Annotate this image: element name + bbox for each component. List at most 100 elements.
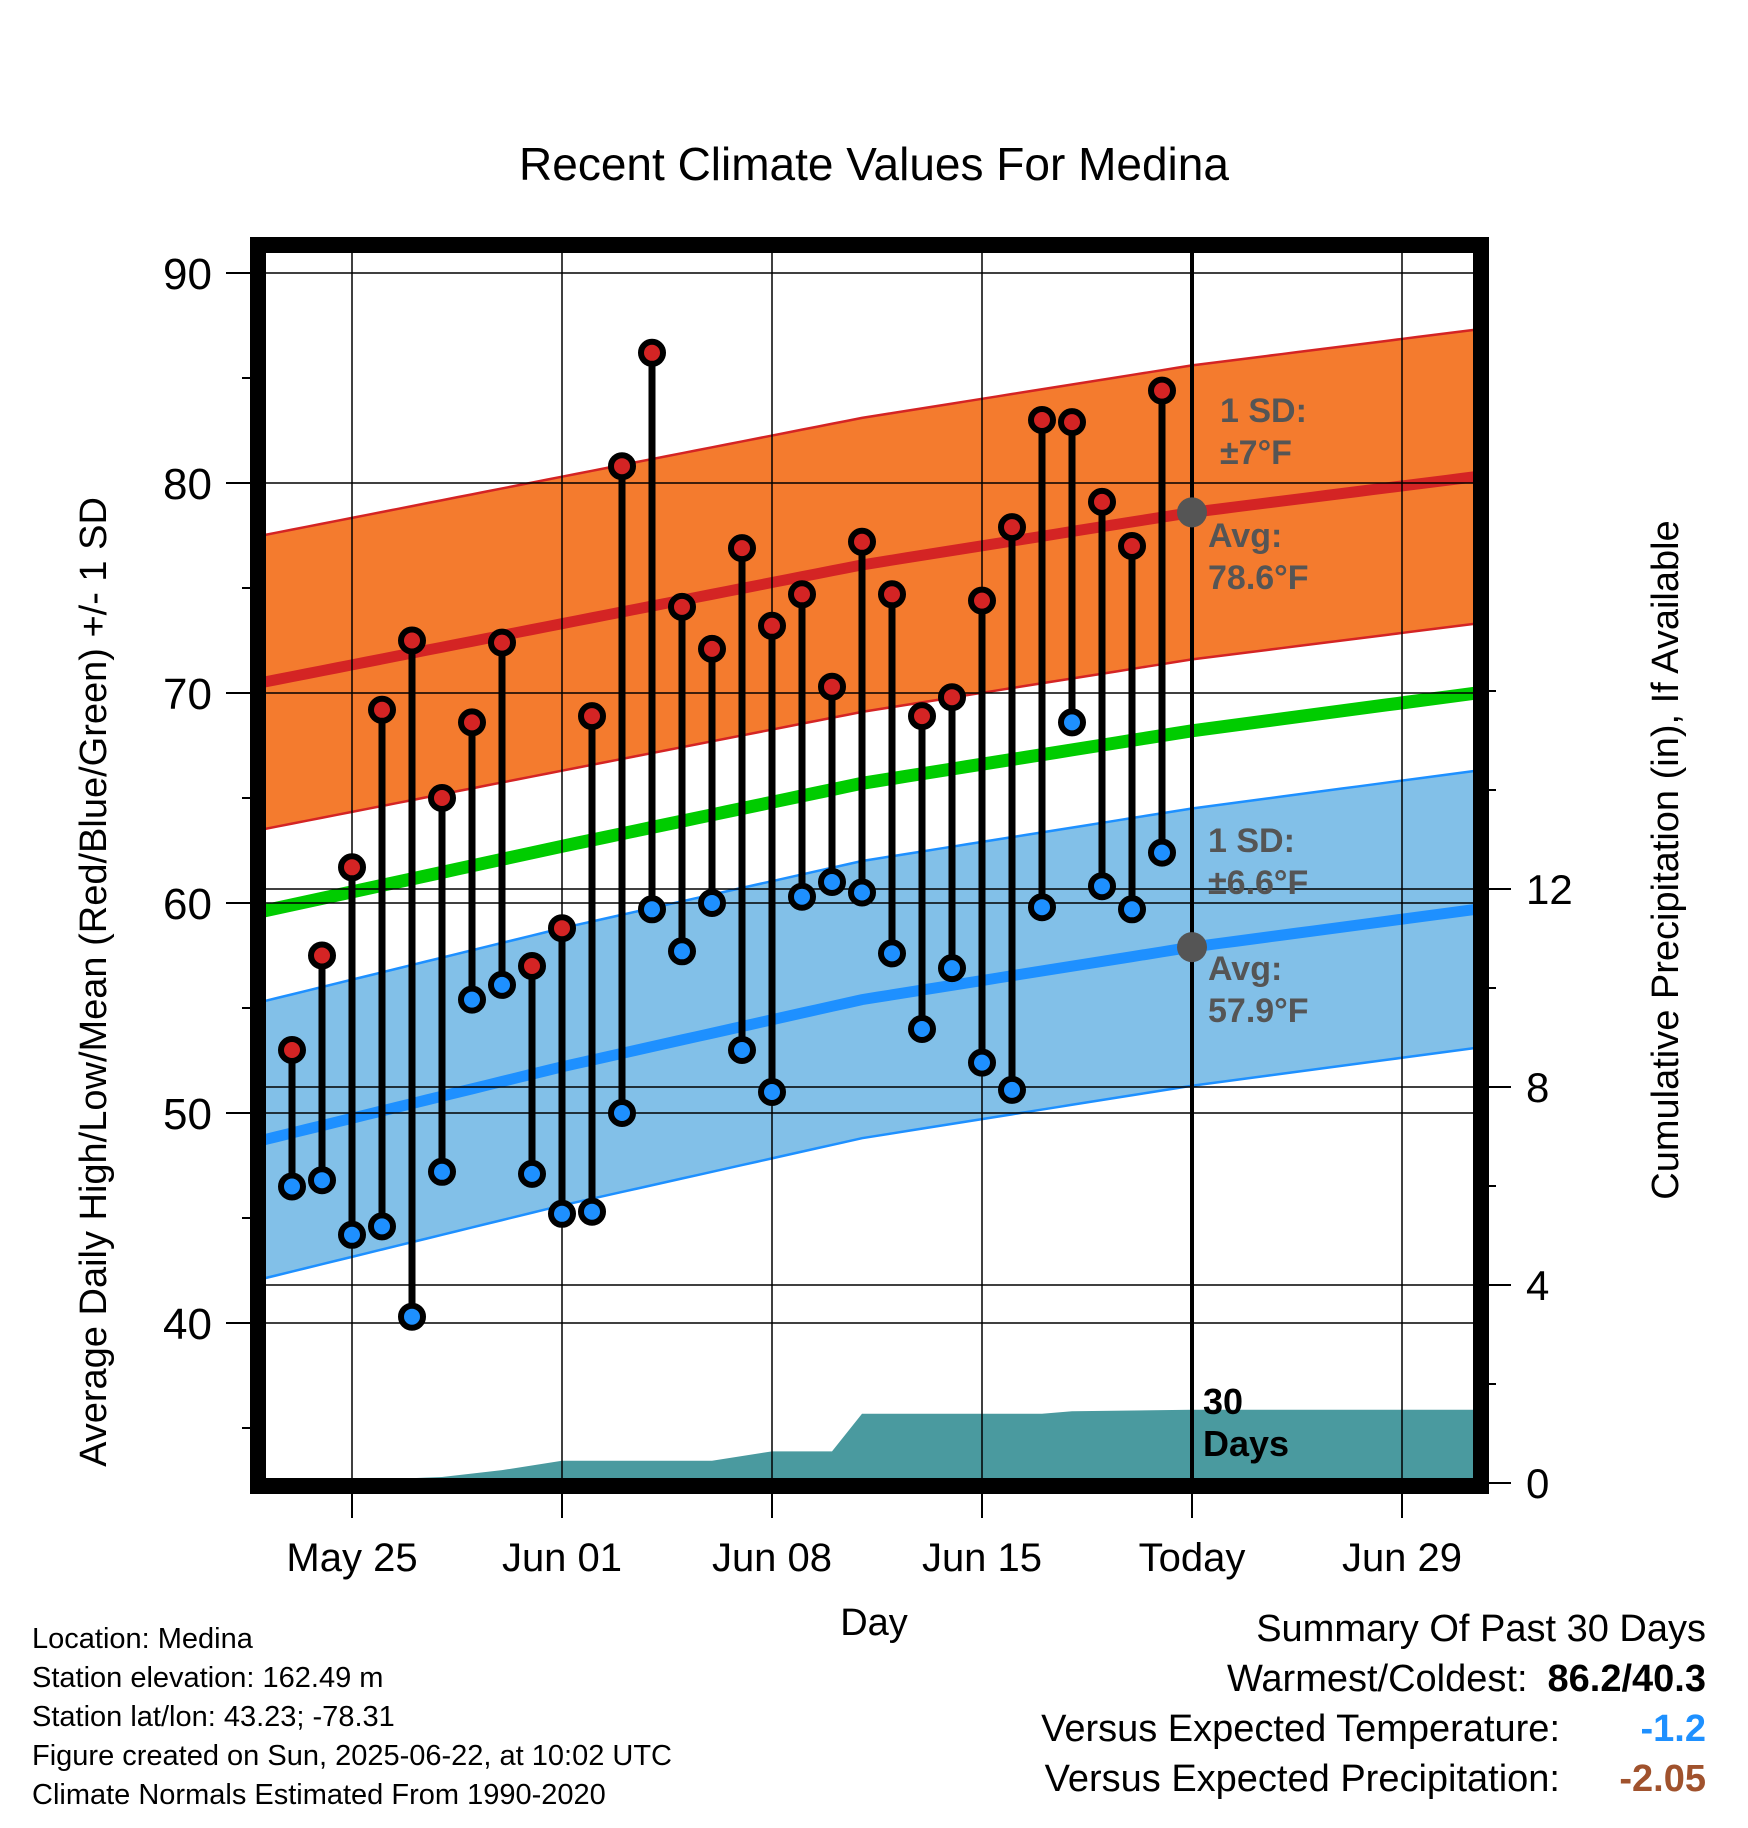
daily-low-point [638,895,666,924]
high-sd-band-upper-edge [261,327,1481,537]
daily-high-point [848,527,876,556]
daily-high-point [698,634,726,663]
daily-low-point [668,937,696,966]
daily-high-point [518,952,546,980]
daily-low-point [578,1197,606,1226]
low-avg-annotation-line: 57.9°F [1208,992,1309,1030]
daily-high-point [428,784,456,812]
y-left-tick-label: 50 [163,1090,212,1139]
plot-area: 1 SD: ±7°F Avg: 78.6°F 1 SD: ±6.6°F Avg: 57.9°F… [163,237,1573,1580]
daily-low-point [1118,895,1146,924]
low-sd-annotation-line: ±6.6°F [1208,864,1308,902]
normal-low-line [260,903,1481,1146]
normals-period: Climate Normals Estimated From 1990-2020 [32,1779,606,1811]
chart-title: Recent Climate Values For Medina [519,138,1229,190]
daily-low-point [1148,838,1176,867]
daily-high-point [608,452,636,481]
normal-mean-line [260,685,1481,918]
summary-panel: Summary Of Past 30 Days Warmest/Coldest:… [1041,1604,1706,1804]
daily-low-point [728,1036,756,1064]
low-sd-band-upper-edge [261,768,1481,1003]
station-latlon: Station lat/lon: 43.23; -78.31 [32,1701,395,1733]
daily-low-point [488,970,516,999]
daily-low-point [998,1075,1026,1104]
precip-area [262,1409,1481,1483]
plot-frame [250,237,1489,1494]
daily-low-point [518,1159,546,1188]
daily-high-point [308,941,336,970]
normal-high-line [260,470,1481,688]
daily-high-point [758,611,786,640]
precip-anomaly-value: -2.05 [1619,1758,1706,1800]
daily-low-point [878,939,906,968]
y-right-tick-label: 4 [1526,1262,1549,1309]
daily-high-point [998,513,1026,542]
y-right-tick-label: 12 [1526,866,1573,913]
daily-high-point [1028,406,1056,434]
daily-high-point [548,914,576,943]
daily-high-point [908,702,936,731]
daily-low-point [548,1199,576,1228]
daily-low-point [308,1166,336,1195]
high-sd-band-fill [262,328,1481,830]
high-sd-annotation-line: 1 SD: [1220,392,1307,430]
daily-low-point [278,1172,306,1201]
summary-title: Summary Of Past 30 Days [1256,1608,1706,1650]
daily-low-point [908,1015,936,1043]
daily-low-point [608,1099,636,1127]
temp-anomaly-label: Versus Expected Temperature: [1041,1708,1560,1750]
summary-temp-anomaly: Versus Expected Temperature: -1.2 [1041,1704,1706,1754]
daily-low-point [368,1212,396,1241]
daily-high-point [938,683,966,712]
station-info: Location: Medina Station elevation: 162.… [32,1620,672,1815]
low-sd-annotation: 1 SD: ±6.6°F [1208,822,1308,902]
daily-high-point [458,708,486,737]
y-left-tick-label: 60 [163,880,212,929]
daily-low-point [398,1302,426,1331]
daily-high-point [278,1036,306,1064]
daily-low-point [848,878,876,907]
station-elevation: Station elevation: 162.49 m [32,1662,384,1694]
today-high-avg-marker [1177,497,1207,528]
daily-high-point [1088,487,1116,516]
x-tick-label: Today [1139,1536,1246,1580]
today-low-avg-marker [1177,932,1207,963]
y-left-tick-label: 40 [163,1300,212,1349]
y-left-tick-label: 70 [163,670,212,719]
daily-low-point [938,954,966,983]
y-axis-left-label: Average Daily High/Low/Mean (Red/Blue/Gr… [73,497,115,1467]
low-sd-annotation-line: 1 SD: [1208,822,1295,860]
daily-high-point [578,702,606,731]
x-tick-label: Jun 08 [712,1536,832,1580]
daily-low-point [1028,893,1056,922]
today-days-annotation: 30 Days [1203,1381,1289,1464]
high-avg-annotation-line: 78.6°F [1208,559,1309,597]
daily-high-point [488,628,516,657]
high-sd-annotation: 1 SD: ±7°F [1220,392,1307,472]
daily-high-point [1118,532,1146,560]
daily-high-point [818,672,846,701]
temp-anomaly-value: -1.2 [1640,1708,1706,1750]
y-axis-right-label: Cumulative Precipitation (in), If Availa… [1645,520,1687,1199]
daily-low-point [968,1048,996,1077]
x-tick-label: Jun 01 [502,1536,622,1580]
daily-high-point [338,853,366,882]
x-tick-label: May 25 [286,1536,417,1580]
low-sd-band-lower-edge [261,1046,1481,1281]
low-avg-annotation: Avg: 57.9°F [1208,950,1309,1030]
warmest-coldest-label: Warmest/Coldest: [1226,1658,1528,1700]
daily-low-point [338,1220,366,1249]
daily-low-point [818,868,846,896]
station-location: Location: Medina [32,1623,253,1655]
y-right-tick-label: 0 [1526,1460,1549,1507]
daily-high-point [728,534,756,563]
y-right-tick-label: 8 [1526,1064,1549,1111]
daily-low-point [458,985,486,1014]
daily-high-point [668,592,696,621]
plot-inner [258,245,1481,1486]
precip-anomaly-label: Versus Expected Precipitation: [1044,1758,1560,1800]
high-sd-band-lower-edge [261,621,1481,831]
high-avg-annotation-line: Avg: [1208,517,1282,555]
low-avg-annotation-line: Avg: [1208,950,1282,988]
x-tick-label: Jun 29 [1342,1536,1462,1580]
